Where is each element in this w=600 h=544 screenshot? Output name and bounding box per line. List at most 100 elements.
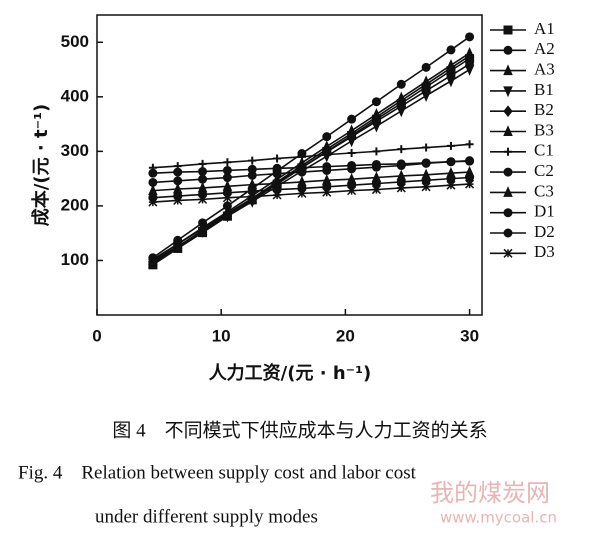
marker <box>371 97 381 107</box>
marker <box>371 159 381 169</box>
marker <box>446 141 455 150</box>
y-tick-label: 200 <box>61 195 89 214</box>
y-tick-label: 300 <box>61 141 89 160</box>
marker <box>297 163 307 173</box>
marker <box>464 58 475 70</box>
marker <box>148 168 158 178</box>
marker <box>198 159 207 168</box>
legend-item: A2 <box>490 39 555 58</box>
marker <box>396 94 407 106</box>
legend-label: B2 <box>534 100 554 119</box>
legend-item: B2 <box>490 100 554 119</box>
marker <box>222 208 233 220</box>
marker <box>465 156 475 166</box>
marker <box>223 158 232 167</box>
y-tick-label: 100 <box>61 250 89 269</box>
marker <box>503 167 513 177</box>
plot-frame <box>96 14 483 316</box>
legend-item: C1 <box>490 141 554 160</box>
marker <box>503 25 513 35</box>
series-line <box>152 143 470 169</box>
caption-zh: 图 4 不同模式下供应成本与人力工资的关系 <box>112 419 487 441</box>
legend-label: A1 <box>534 19 555 38</box>
y-axis-label: 成本/(元 · t⁻¹) <box>30 104 52 226</box>
marker <box>421 158 431 168</box>
legend-label: B3 <box>534 120 554 139</box>
marker <box>396 183 406 193</box>
marker <box>173 195 183 205</box>
marker <box>503 186 513 197</box>
marker <box>446 180 456 190</box>
x-tick-label: 0 <box>92 326 101 345</box>
marker <box>503 105 513 118</box>
marker <box>503 228 513 238</box>
marker <box>503 125 513 136</box>
legend-item: D1 <box>490 202 555 221</box>
marker <box>397 145 406 154</box>
y-tick-label: 400 <box>61 86 89 105</box>
marker <box>347 186 357 196</box>
marker <box>421 182 431 192</box>
marker <box>198 194 208 204</box>
marker <box>222 193 232 203</box>
series-line <box>152 55 471 264</box>
legend-label: D2 <box>534 222 555 241</box>
legend-item: C2 <box>490 161 554 180</box>
y-tick-label: 500 <box>61 32 89 51</box>
marker <box>198 167 208 177</box>
legend-item: C3 <box>490 181 554 200</box>
marker <box>396 159 406 169</box>
marker <box>372 147 381 156</box>
legend-label: D1 <box>534 202 555 221</box>
marker <box>446 45 456 55</box>
legend-item: B1 <box>490 80 554 99</box>
marker <box>421 62 431 72</box>
marker <box>503 86 513 98</box>
marker <box>322 162 332 172</box>
legend-label: D3 <box>534 242 555 261</box>
marker <box>322 150 331 159</box>
series-line <box>152 183 470 203</box>
marker <box>422 143 431 152</box>
marker <box>148 256 158 268</box>
marker <box>465 140 474 149</box>
watermark-url: www.mycoal.cn <box>440 509 557 527</box>
series-line <box>152 52 471 262</box>
marker <box>446 157 456 167</box>
legend-label: C3 <box>534 181 554 200</box>
x-tick-label: 20 <box>336 326 355 345</box>
marker <box>465 179 475 189</box>
series-line <box>152 171 470 192</box>
legend-item: B3 <box>490 120 554 139</box>
legend-label: B1 <box>534 80 554 99</box>
marker <box>297 152 306 161</box>
marker <box>247 192 257 202</box>
x-tick-label: 10 <box>212 326 231 345</box>
marker <box>396 79 406 89</box>
marker <box>272 163 282 173</box>
marker <box>465 32 475 42</box>
legend-item: D3 <box>490 242 555 261</box>
legend-label: A3 <box>534 60 555 79</box>
caption-en: Fig. 4 Relation between supply cost and … <box>18 462 417 483</box>
legend-label: C2 <box>534 161 554 180</box>
marker <box>371 110 382 122</box>
x-axis-label: 人力工资/(元 · h⁻¹) <box>209 362 372 384</box>
marker <box>446 69 456 82</box>
marker <box>322 187 332 197</box>
marker <box>347 161 357 171</box>
legend-label: C1 <box>534 141 554 160</box>
marker <box>273 154 282 163</box>
marker <box>503 248 513 258</box>
marker <box>503 208 513 218</box>
legend-item: D2 <box>490 222 555 241</box>
marker <box>297 188 307 198</box>
marker <box>347 149 356 157</box>
marker <box>371 185 381 195</box>
legend-item: A1 <box>490 19 555 38</box>
caption-en: under different supply modes <box>95 506 318 527</box>
marker <box>347 114 357 124</box>
legend-label: A2 <box>534 39 555 58</box>
marker <box>504 147 512 156</box>
